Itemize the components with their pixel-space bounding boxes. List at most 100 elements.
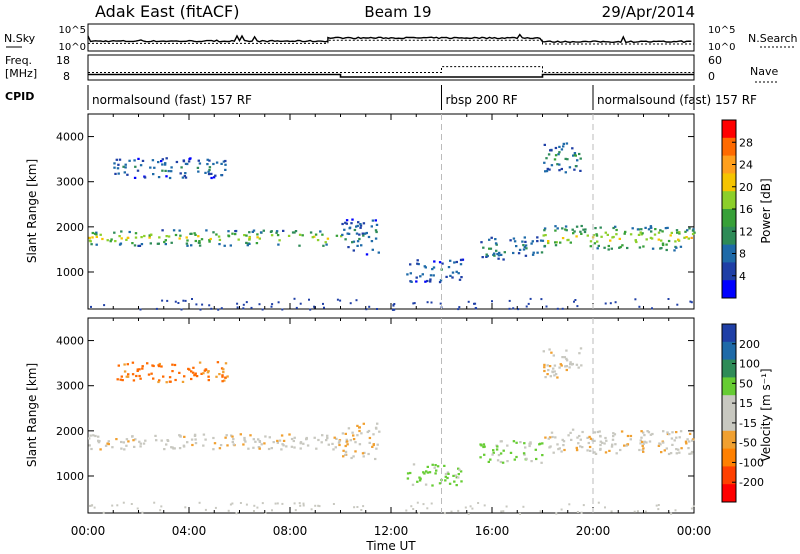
echo-cell [244,440,247,443]
echo-cell [292,439,295,443]
echo-cell [123,370,127,373]
velocity-yaxis: 1000 2000 3000 4000 [56,318,695,513]
echo-cell [204,368,208,371]
echo-cell [322,244,325,247]
echo-cell [144,439,147,442]
echo-cell [575,225,579,228]
echo-cell [377,251,380,254]
echo-cell [148,236,151,239]
echo-cell [106,239,109,242]
ground-echo-cell [313,305,316,308]
echo-cell [544,234,547,237]
y-tick-label: 4000 [56,131,84,144]
ground-echo-cell [410,505,413,508]
echo-cell [218,238,222,241]
echo-cell [372,433,375,436]
echo-cell [654,228,657,231]
echo-cell [445,275,448,278]
echo-cell [147,373,151,376]
echo-cell [666,432,670,436]
echo-cell [688,227,691,230]
echo-cell [560,450,563,453]
echo-cell [155,439,158,442]
echo-cell [372,443,375,446]
echo-cell [362,234,365,237]
echo-cell [535,457,538,461]
echo-cell [360,244,363,247]
echo-cell [491,453,494,456]
echo-cell [683,236,686,239]
echo-cell [406,273,409,276]
echo-cell [194,239,197,243]
echo-cell [306,444,310,447]
echo-cell [686,229,689,232]
echo-cell [543,244,547,248]
echo-cell [133,176,137,179]
ground-echo-cell [439,302,442,305]
echo-cell [160,439,163,442]
echo-cell [646,430,649,433]
ground-echo-cell [355,299,358,302]
echo-cell [565,349,568,352]
echo-cell [164,243,167,246]
echo-cell [255,242,259,245]
ground-echo-cell [191,298,193,300]
echo-cell [677,238,680,241]
echo-cell [592,234,595,237]
echo-cell [161,229,164,232]
echo-cell [431,463,434,466]
echo-cell [554,244,558,247]
echo-cell [534,448,537,451]
ground-echo-cell [426,301,429,304]
freq-panel: Freq. [MHz] 18 8 60 0 Nave [5,54,778,83]
echo-cell [131,361,135,364]
echo-cell [375,427,378,430]
echo-cell [455,260,458,264]
echo-cell [416,480,419,483]
echo-cell [493,252,496,255]
echo-cell [227,235,231,238]
ground-echo-cell [318,505,321,508]
echo-cell [615,233,618,236]
x-axis: 00:00 04:00 08:00 12:00 16:00 20:00 00:00 [71,524,712,538]
echo-cell [126,375,130,378]
echo-cell [594,227,597,230]
ground-echo-cell [208,304,211,307]
ground-echo-cell [295,306,298,309]
echo-cell [562,444,565,447]
echo-cell [349,439,352,442]
ground-echo-cell [555,512,558,515]
echo-cell [181,380,185,383]
echo-cell [406,472,410,475]
echo-cell [178,371,181,374]
echo-cell [224,436,227,439]
echo-cell [208,168,211,172]
echo-cell [353,228,357,232]
echo-cell [461,258,465,261]
echo-cell [426,471,430,474]
ground-echo-cell [651,307,653,310]
velocity-frame [87,317,695,514]
ground-echo-cell [166,299,169,302]
echo-cell [321,434,324,437]
echo-cell [142,442,146,445]
ground-echo-cell [210,307,213,310]
echo-cell [254,440,257,443]
echo-cell [536,251,539,254]
echo-cell [566,158,569,161]
echo-cell [546,167,549,170]
echo-cell [291,231,295,234]
echo-cell [88,236,91,239]
echo-cell [358,429,361,433]
ground-echo-cell [308,298,310,301]
echo-cell [116,378,119,381]
x-tick-label: 00:00 [71,524,106,538]
echo-cell [488,247,491,250]
power-colorbar-tick-label: 28 [739,136,753,149]
echo-cell [187,160,191,163]
x-tick-label: 08:00 [273,524,308,538]
echo-cell [678,232,681,235]
echo-cell [558,366,561,369]
echo-cell [101,237,104,241]
echo-cell [194,372,197,375]
